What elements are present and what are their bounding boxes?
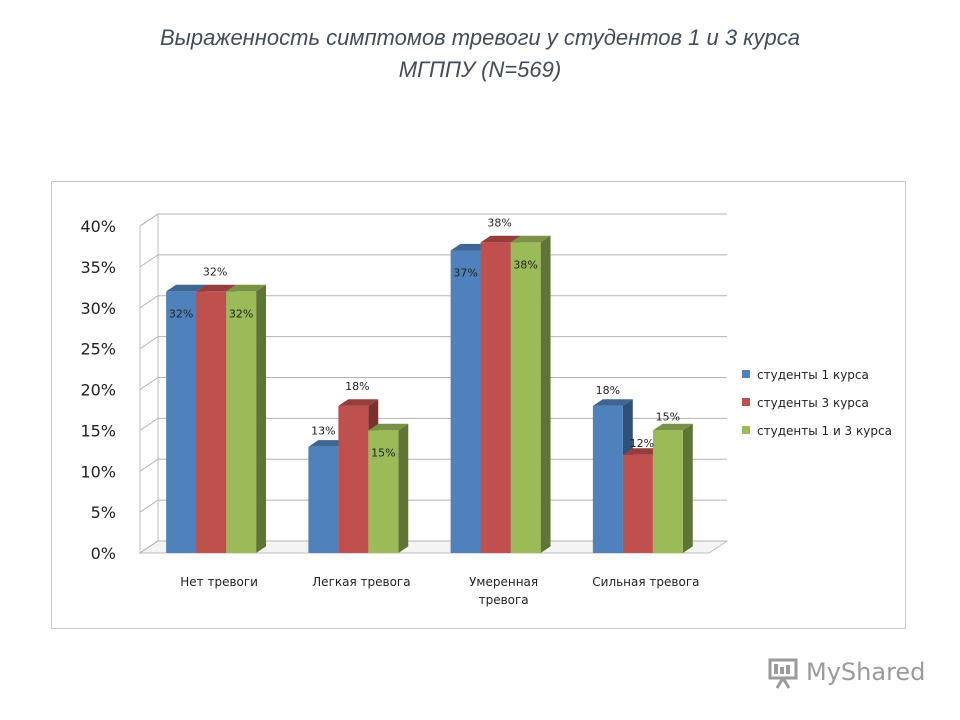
legend-swatch [742, 370, 750, 378]
legend-label: студенты 1 и 3 курса [757, 424, 892, 438]
data-label: 12% [630, 437, 654, 450]
bar-top [226, 284, 267, 292]
bar-3-3 [510, 242, 541, 553]
bar-2-3 [480, 242, 511, 553]
bar-top [166, 284, 207, 292]
bar-2-4 [622, 454, 653, 553]
x-tick-label: тревога [479, 593, 529, 607]
bar-1-1 [166, 291, 197, 553]
x-tick-label: Умеренная [469, 575, 538, 589]
data-label: 15% [371, 446, 395, 459]
data-label: 15% [656, 410, 680, 423]
data-label: 38% [487, 216, 511, 229]
legend-label: студенты 1 курса [757, 368, 869, 382]
bar-top [450, 243, 491, 251]
y-tick-label: 30% [80, 299, 116, 318]
x-tick-label: Легкая тревога [312, 575, 410, 589]
x-tick-label: Сильная тревога [592, 575, 699, 589]
gridline [139, 213, 727, 227]
bar-2-1 [196, 291, 227, 553]
gridline [139, 254, 727, 268]
bar-top [622, 448, 663, 455]
bar-3-4 [652, 430, 683, 553]
data-label: 18% [596, 384, 620, 397]
watermark: MyShared [768, 656, 938, 692]
data-label: 38% [513, 258, 537, 271]
y-tick-label: 15% [80, 421, 116, 440]
bar-top [510, 235, 551, 243]
bar-1-2 [308, 446, 339, 553]
presentation-board-icon [768, 658, 798, 689]
bar-3-2 [368, 430, 399, 553]
y-tick-label: 20% [80, 381, 116, 400]
legend-swatch [742, 426, 750, 434]
data-label: 18% [345, 380, 369, 393]
bar-side [256, 284, 267, 553]
bar-top [652, 423, 693, 431]
bar-top [308, 440, 349, 447]
bar-3-1 [226, 291, 257, 553]
data-label: 32% [169, 307, 193, 320]
bar-top [196, 284, 237, 292]
bar-1-3 [450, 250, 481, 553]
bar-side [682, 423, 693, 553]
legend-label: студенты 3 курса [757, 396, 869, 410]
bar-chart: 0% 5% 10% 15% 20% 25% 30% 35% 40% 32% 32% 32% Нет тр… [80, 213, 892, 607]
data-label: 32% [229, 307, 253, 320]
y-tick-label: 10% [80, 462, 116, 481]
chart-title-line-1: Выраженность симптомов тревоги у студент… [159, 25, 801, 50]
y-tick-label: 0% [91, 544, 116, 563]
chart-title-line-2: МГППУ (N=569) [398, 57, 562, 82]
bar-2-2 [338, 405, 369, 553]
bar-side [398, 423, 409, 553]
data-label: 32% [203, 265, 227, 278]
data-label: 13% [311, 425, 335, 438]
bar-top [480, 235, 521, 243]
bar-top [592, 399, 633, 406]
x-tick-label: Нет тревоги [180, 575, 258, 589]
y-tick-label: 25% [80, 340, 116, 359]
chart-title: Выраженность симптомов тревоги у студент… [0, 22, 960, 86]
y-tick-label: 35% [80, 258, 116, 277]
bar-1-4 [592, 405, 623, 553]
y-tick-label: 5% [91, 503, 116, 522]
chart-frame: 0% 5% 10% 15% 20% 25% 30% 35% 40% 32% 32% 32% Нет тр… [51, 181, 906, 629]
bar-side [540, 235, 551, 553]
y-tick-label: 40% [80, 217, 116, 236]
legend-swatch [742, 398, 750, 406]
data-label: 37% [453, 267, 477, 280]
bar-top [368, 423, 409, 431]
watermark-text: MyShared [806, 658, 926, 686]
bar-top [338, 399, 379, 406]
